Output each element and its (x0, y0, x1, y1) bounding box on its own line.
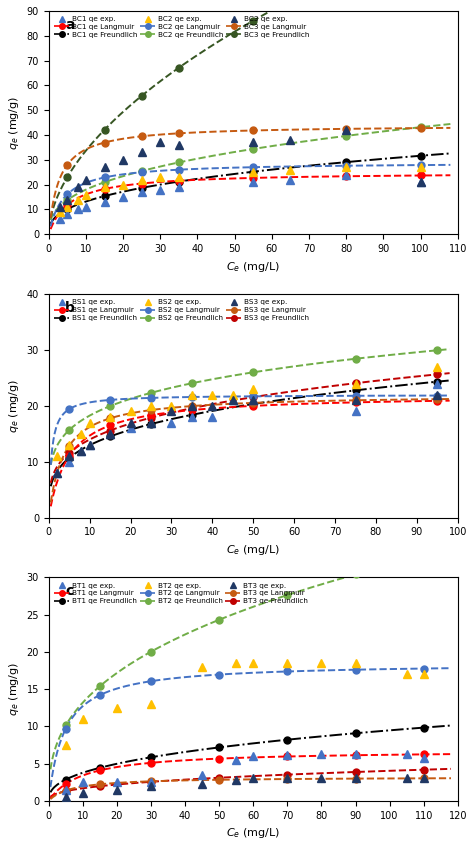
Text: a: a (65, 18, 74, 31)
X-axis label: $\mathit{C_e}$ (mg/L): $\mathit{C_e}$ (mg/L) (226, 543, 280, 556)
Legend: BT1 qe exp., BT1 qe Langmuir, BT1 qe Freundlich, BT2 qe exp., BT2 qe Langmuir, B: BT1 qe exp., BT1 qe Langmuir, BT1 qe Fre… (52, 581, 310, 606)
Text: c: c (65, 584, 73, 598)
Legend: BS1 qe exp., BS1 qe Langmuir, BS1 qe Freundlich, BS2 qe exp., BS2 qe Langmuir, B: BS1 qe exp., BS1 qe Langmuir, BS1 qe Fre… (52, 298, 310, 323)
Y-axis label: $\mathit{q_e}$ (mg/g): $\mathit{q_e}$ (mg/g) (7, 379, 21, 433)
X-axis label: $\mathit{C_e}$ (mg/L): $\mathit{C_e}$ (mg/L) (226, 259, 280, 274)
Legend: BC1 qe exp., BC1 qe Langmuir, BC1 qe Freundlich, BC2 qe exp., BC2 qe Langmuir, B: BC1 qe exp., BC1 qe Langmuir, BC1 qe Fre… (52, 14, 311, 39)
Text: b: b (65, 301, 75, 315)
Y-axis label: $\mathit{q_e}$ (mg/g): $\mathit{q_e}$ (mg/g) (7, 662, 21, 717)
Y-axis label: $\mathit{q_e}$ (mg/g): $\mathit{q_e}$ (mg/g) (7, 96, 21, 150)
X-axis label: $\mathit{C_e}$ (mg/L): $\mathit{C_e}$ (mg/L) (226, 826, 280, 840)
